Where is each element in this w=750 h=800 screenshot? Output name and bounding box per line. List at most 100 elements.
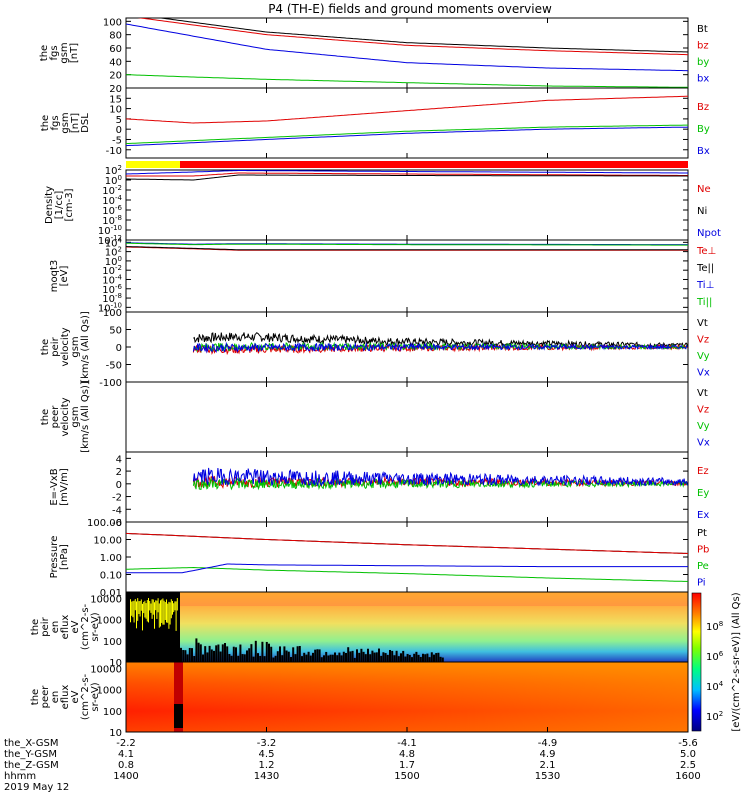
y-tick-label: 50	[109, 326, 122, 337]
panel-8-ylabel-line: Pressure	[49, 536, 60, 579]
pixel-column	[168, 601, 170, 629]
figure-title: P4 (TH-E) fields and ground moments over…	[268, 2, 552, 16]
legend-Pb: Pb	[697, 545, 709, 556]
pixel-column	[174, 601, 176, 611]
ephemeris-value: 4.1	[118, 749, 134, 760]
ephemeris-value: 1430	[254, 771, 279, 782]
panel-2-ylabel-line: [nT]	[70, 113, 81, 133]
pixel-column	[402, 650, 405, 662]
pixel-column	[219, 651, 222, 662]
panel-5-ylabel-line: the	[40, 339, 51, 355]
pixel-column	[298, 645, 301, 662]
pixel-column	[375, 652, 378, 662]
legend-Npot: Npot	[697, 228, 721, 239]
legend-Te⊥: Te⊥	[696, 246, 716, 257]
pixel-column	[224, 643, 226, 662]
panel-8-ylabel-line: [nPa]	[59, 544, 70, 570]
pixel-column	[164, 602, 166, 620]
panel-frame	[125, 521, 689, 593]
panel-2-ylabel-line: the	[40, 115, 51, 131]
pixel-column	[204, 646, 207, 662]
y-tick-label: 10-6	[102, 283, 122, 296]
panel-6-ylabel-line: [km/s (All Qs)]	[80, 381, 91, 453]
panel-7-ylabel-line: [mV/m]	[59, 468, 70, 506]
legend-Ey: Ey	[697, 488, 709, 499]
series-line-Pb	[126, 532, 688, 554]
pixel-column	[367, 648, 369, 662]
legend-Pi: Pi	[697, 578, 706, 589]
series-line-Ti||	[126, 242, 688, 246]
legend-Pt: Pt	[697, 528, 707, 539]
series-line-Ni	[126, 174, 688, 181]
pixel-column	[208, 645, 211, 662]
colorbar-tick-label: 104	[706, 680, 724, 693]
legend-Pe: Pe	[697, 561, 709, 572]
pixel-column	[305, 654, 308, 662]
y-tick-label: 1000	[97, 616, 122, 627]
panel-9-ylabel-line: peir	[40, 616, 51, 636]
series-line-by	[126, 74, 688, 88]
pixel-column	[202, 654, 204, 662]
pixel-column	[382, 652, 385, 662]
pixel-column	[426, 653, 429, 662]
y-tick-label: -5	[112, 135, 122, 146]
legend-bx: bx	[697, 74, 709, 85]
pixel-column	[419, 656, 422, 662]
pixel-column	[130, 599, 131, 623]
y-tick-label: -10	[106, 146, 122, 157]
panel-9-ylabel-line: eflux	[60, 615, 71, 640]
legend-Ti||: Ti||	[696, 297, 712, 308]
y-tick-label: 80	[109, 31, 122, 42]
pixel-column	[246, 650, 248, 662]
y-tick-label: 4	[116, 454, 122, 465]
series-line-bx	[126, 23, 688, 72]
pixel-column	[283, 646, 286, 662]
ephemeris-value: 0.8	[118, 760, 134, 771]
ephemeris-value: -2.2	[116, 738, 136, 749]
pixel-column	[235, 647, 237, 662]
date-label: 2019 May 12	[4, 782, 69, 793]
pixel-column	[210, 649, 213, 662]
panel-9-ylabel-line: eV	[70, 620, 81, 633]
series-line-bz	[137, 18, 688, 56]
panel-10-ylabel-line: the	[30, 689, 41, 705]
ephemeris-value: 1.2	[259, 760, 275, 771]
pixel-column	[290, 657, 292, 662]
pixel-column	[292, 647, 295, 662]
pixel-column	[342, 651, 345, 662]
panel-5-ylabel-line: [km/s (All Qs)]	[80, 311, 91, 383]
pixel-column	[340, 655, 343, 662]
pixel-column	[131, 601, 133, 616]
y-tick-label: 10-10	[98, 224, 122, 237]
pixel-column	[415, 651, 418, 662]
pixel-column	[154, 602, 155, 629]
ephemeris-value: 1500	[394, 771, 419, 782]
pixel-column	[145, 603, 147, 619]
pixel-column	[173, 603, 175, 613]
pixel-column	[406, 653, 409, 662]
pixel-column	[294, 654, 297, 662]
legend-Vt: Vt	[697, 318, 708, 329]
pixel-column	[176, 598, 178, 611]
panel-1-ylabel-line: the	[39, 45, 50, 61]
pixel-column	[180, 647, 182, 662]
pixel-column	[351, 650, 354, 662]
y-tick-label: 10000	[90, 594, 122, 605]
panel-6: the peer velocity gsm [km/s (All Qs)] Vt Vz Vy V…	[40, 381, 710, 453]
pixel-column	[433, 654, 435, 662]
pixel-column	[148, 598, 149, 623]
legend-Bz: Bz	[697, 102, 709, 113]
legend-Vx: Vx	[697, 438, 710, 449]
legend-Ti⊥: Ti⊥	[696, 280, 714, 291]
series-line-Pe	[126, 566, 688, 582]
pixel-column	[360, 648, 363, 662]
pixel-column	[397, 656, 400, 662]
legend-Ne: Ne	[697, 184, 711, 195]
y-tick-label: 102	[105, 164, 122, 177]
pixel-column	[347, 647, 350, 662]
pixel-column	[362, 651, 365, 662]
panel-1-ylabel-line: [nT]	[69, 43, 80, 63]
pixel-column	[312, 652, 314, 662]
y-tick-label: 10-6	[102, 204, 122, 217]
